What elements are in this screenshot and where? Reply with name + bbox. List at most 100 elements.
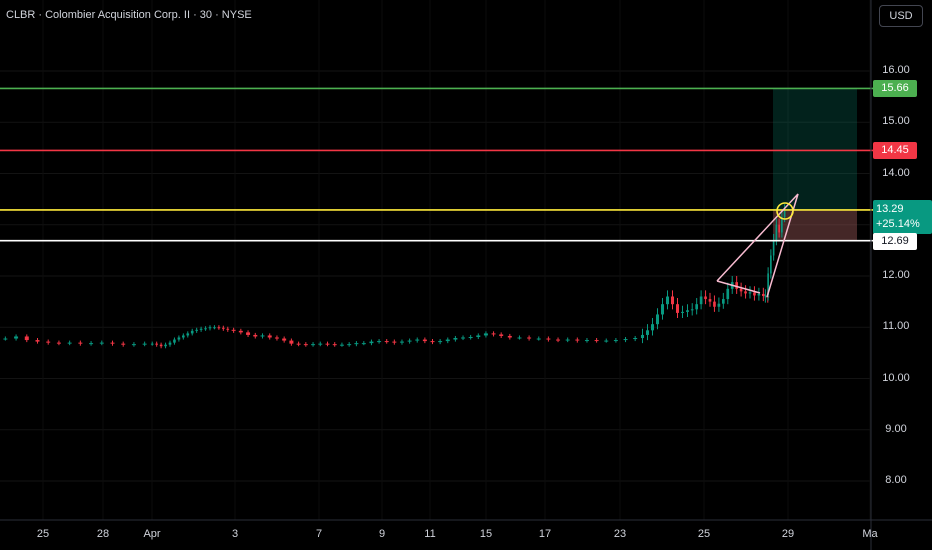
x-tick-label: 25: [36, 528, 50, 540]
candle-body: [361, 343, 366, 345]
candle-body: [770, 255, 772, 274]
candle-body: [686, 310, 689, 312]
x-tick-label: 7: [315, 528, 323, 540]
candle-body: [775, 224, 778, 241]
candle-body: [318, 343, 323, 345]
candle-body: [332, 344, 337, 346]
candle-body: [430, 341, 435, 343]
candle-body: [699, 296, 703, 305]
candle-body: [690, 309, 694, 311]
candle-body: [253, 334, 258, 337]
y-tick-label: 12.00: [882, 269, 910, 281]
candle-body: [14, 336, 19, 339]
candle-body: [121, 343, 126, 345]
candle-body: [110, 342, 115, 344]
stop-price-tag: 14.45: [873, 142, 917, 160]
candle-body: [748, 292, 752, 294]
candle-body: [3, 338, 8, 340]
candle-body: [507, 335, 512, 338]
candle-body: [713, 301, 716, 307]
candle-body: [190, 330, 194, 334]
currency-button[interactable]: USD: [879, 5, 923, 27]
candle-body: [604, 340, 609, 342]
candle-body: [613, 340, 618, 342]
candle-body: [159, 344, 163, 347]
rising-wedge-drawing[interactable]: [716, 193, 799, 298]
horizontal-lines[interactable]: [0, 87, 873, 242]
candle-body: [99, 342, 104, 344]
candlestick-series: [3, 204, 786, 349]
candle-body: [753, 292, 756, 296]
y-tick-label: 14.00: [882, 166, 910, 179]
candle-body: [546, 338, 551, 340]
candle-body: [661, 304, 664, 315]
candle-body: [231, 329, 236, 331]
highlight-circle: [776, 202, 794, 220]
candle-body: [594, 340, 599, 342]
candle-body: [704, 296, 707, 300]
y-tick-label: 9.00: [885, 422, 907, 435]
candle-body: [177, 337, 181, 340]
candle-body: [155, 343, 158, 345]
last-price-change: +25.14%: [876, 218, 920, 230]
candle-body: [767, 273, 769, 296]
x-tick-label: 25: [697, 528, 711, 540]
candle-body: [67, 342, 72, 344]
candle-body: [783, 210, 786, 218]
wedge-lines: [716, 193, 799, 298]
candle-body: [681, 311, 684, 313]
candle-body: [274, 337, 279, 339]
candle-body: [267, 335, 272, 338]
candle-body: [735, 282, 738, 289]
x-tick-label: Apr: [143, 528, 161, 540]
candle-body: [369, 341, 374, 344]
candle-body: [296, 343, 301, 345]
take-profit-zone: [773, 88, 857, 241]
candle-body: [204, 328, 207, 330]
candle-body: [651, 324, 654, 331]
candle-body: [476, 335, 481, 337]
candle-body: [708, 299, 712, 302]
candle-body: [238, 330, 243, 333]
symbol-title[interactable]: CLBR · Colombier Acquisition Corp. II · …: [6, 9, 252, 21]
x-tick-label: 29: [781, 528, 795, 540]
candle-body: [726, 288, 730, 300]
candle-body: [666, 296, 669, 305]
last-price-value: 13.29: [876, 203, 904, 215]
candle-body: [339, 344, 344, 346]
candle-body: [778, 224, 780, 233]
take-profit-price-tag: 15.66: [873, 80, 917, 98]
candle-body: [24, 336, 29, 341]
candle-body: [303, 344, 308, 346]
candle-body: [399, 341, 404, 343]
candle-body: [217, 327, 221, 329]
candle-body: [46, 341, 51, 343]
candle-body: [89, 343, 94, 345]
candle-body: [78, 342, 83, 344]
candle-body: [422, 339, 427, 342]
candle-body: [35, 340, 40, 342]
candle-body: [407, 340, 412, 342]
last-price-tag: 13.29 +25.14%: [873, 200, 932, 234]
candle-body: [131, 344, 136, 346]
candle-body: [199, 328, 203, 330]
y-tick-label: 10.00: [882, 371, 910, 384]
entry-price-tag: 12.69: [873, 232, 917, 250]
candle-body: [453, 338, 458, 340]
candle-body: [354, 343, 359, 345]
candle-body: [556, 339, 561, 341]
x-tick-label: Ma: [862, 528, 878, 540]
x-tick-label: 3: [231, 528, 239, 540]
candle-body: [584, 340, 589, 342]
candle-body: [483, 333, 488, 336]
y-tick-label: 15.00: [882, 115, 910, 128]
candle-body: [282, 338, 287, 341]
x-tick-label: 28: [96, 528, 110, 540]
candle-body: [246, 332, 251, 335]
candle-body: [623, 339, 628, 341]
candle-body: [260, 335, 265, 337]
x-tick-label: 17: [538, 528, 552, 540]
candle-body: [461, 337, 466, 339]
chart-grid: [0, 0, 871, 520]
